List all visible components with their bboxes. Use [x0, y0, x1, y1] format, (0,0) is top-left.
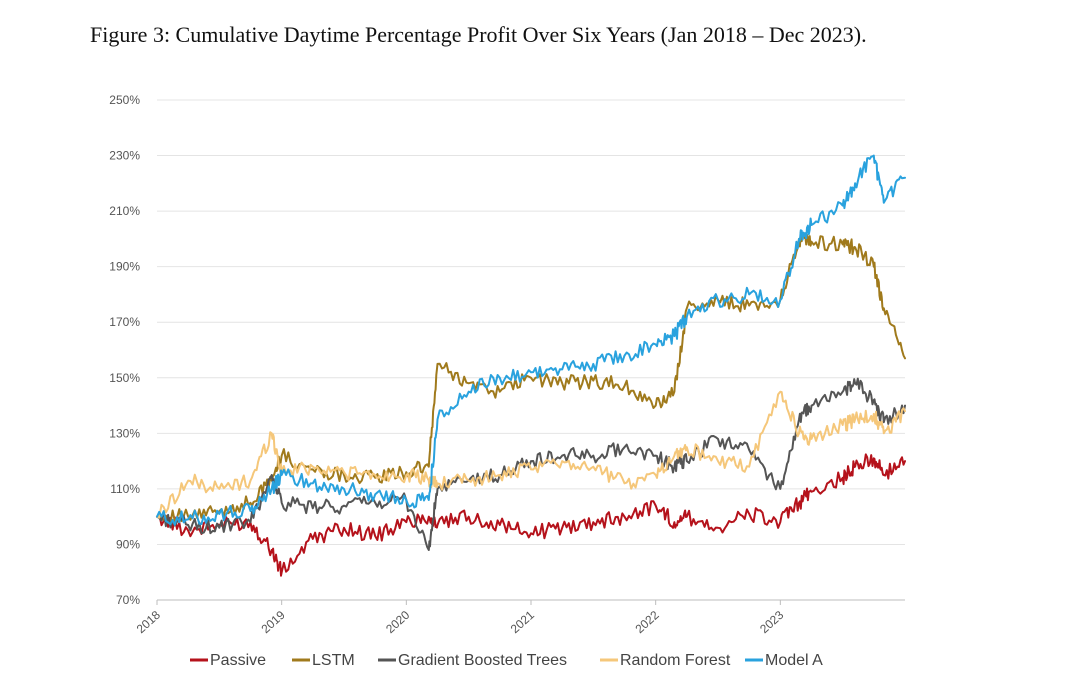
x-tick-label: 2019	[258, 608, 287, 636]
legend-label: Gradient Boosted Trees	[398, 652, 567, 669]
legend-item-model-a[interactable]: Model A	[745, 652, 823, 669]
series-line-passive	[156, 453, 906, 577]
y-tick-label: 90%	[116, 537, 140, 551]
y-tick-label: 250%	[109, 93, 140, 107]
y-axis-ticks: 70% 90% 110% 130% 150% 170% 190% 210% 230% 250%	[109, 93, 140, 607]
x-axis-ticks: 2018 2019 2020 2021 2022 2023	[134, 600, 787, 636]
series-line-model-a	[156, 154, 906, 526]
y-tick-label: 210%	[109, 204, 140, 218]
legend-item-passive[interactable]: Passive	[190, 652, 266, 669]
figure-caption: Figure 3: Cumulative Daytime Percentage …	[90, 22, 867, 47]
legend[interactable]: Passive LSTM Gradient Boosted Trees Random …	[190, 652, 823, 669]
legend-item-gradient-boosted-trees[interactable]: Gradient Boosted Trees	[378, 652, 567, 669]
legend-label: LSTM	[312, 652, 355, 669]
x-tick-label: 2022	[632, 608, 661, 636]
legend-label: Passive	[210, 652, 266, 669]
y-tick-label: 170%	[109, 315, 140, 329]
series-line-random-forest	[156, 390, 906, 519]
y-tick-label: 130%	[109, 426, 140, 440]
y-tick-label: 110%	[110, 482, 140, 496]
y-tick-label: 230%	[109, 149, 140, 163]
x-tick-label: 2023	[757, 608, 786, 636]
x-tick-label: 2018	[134, 608, 163, 636]
legend-label: Model A	[765, 652, 823, 669]
legend-label: Random Forest	[620, 652, 731, 669]
legend-item-lstm[interactable]: LSTM	[292, 652, 355, 669]
series-lines	[156, 154, 906, 577]
y-tick-label: 150%	[109, 371, 140, 385]
x-tick-label: 2020	[383, 608, 412, 636]
y-tick-label: 190%	[109, 260, 140, 274]
series-line-lstm	[156, 231, 906, 525]
series-line-gradient-boosted-trees	[156, 377, 906, 551]
gridlines	[157, 99, 905, 601]
legend-item-random-forest[interactable]: Random Forest	[600, 652, 731, 669]
y-tick-label: 70%	[116, 593, 140, 607]
x-tick-label: 2021	[508, 608, 537, 636]
